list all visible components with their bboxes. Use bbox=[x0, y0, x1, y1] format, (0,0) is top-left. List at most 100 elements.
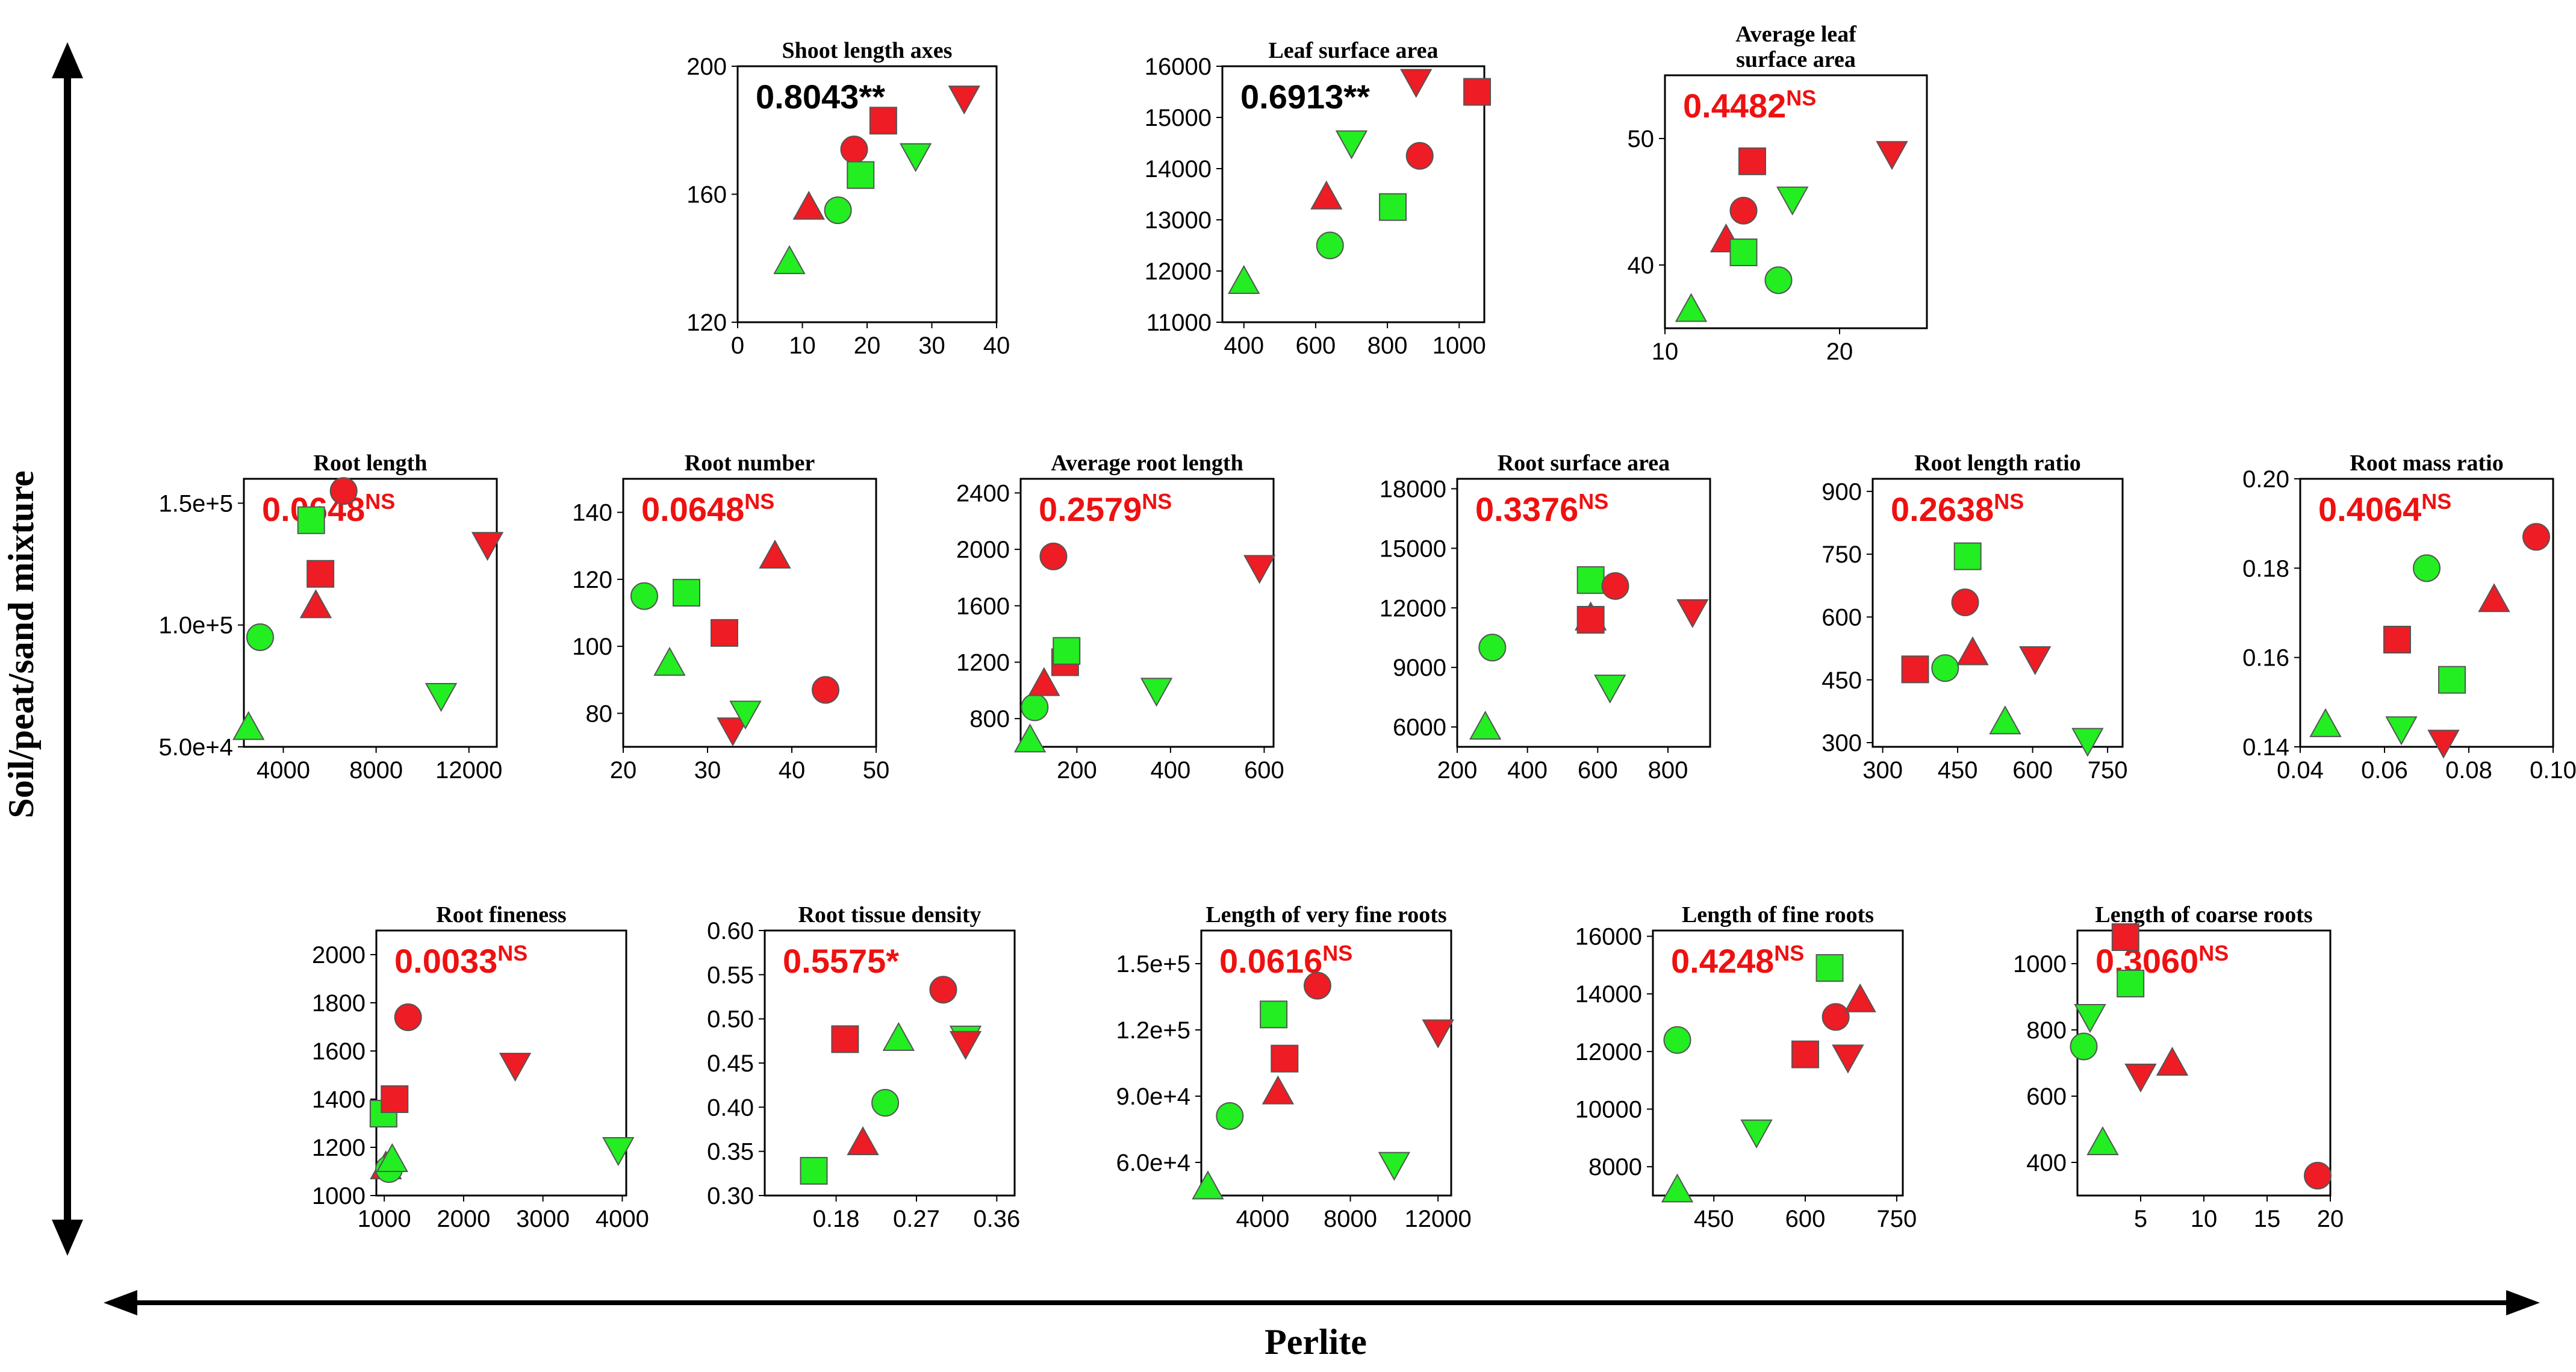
x-tick-label: 30 bbox=[918, 332, 945, 359]
x-tick-label: 200 bbox=[1057, 757, 1097, 784]
green-square-point bbox=[297, 506, 325, 534]
plot-frame bbox=[243, 478, 498, 748]
green-circle-point bbox=[871, 1089, 900, 1117]
y-tick-label: 2400 bbox=[956, 480, 1010, 507]
y-tick-label: 900 bbox=[1822, 479, 1862, 505]
green-triangle-point bbox=[773, 245, 806, 275]
y-tick-label: 0.18 bbox=[2242, 555, 2289, 582]
red-triangle-point bbox=[299, 589, 332, 619]
correlation-coefficient: 0.6913** bbox=[1240, 78, 1370, 116]
y-tick-label: 12000 bbox=[1380, 595, 1446, 622]
green-circle-point bbox=[2413, 554, 2441, 582]
y-tick-label: 1200 bbox=[312, 1135, 366, 1161]
green-down-point bbox=[1378, 1152, 1411, 1181]
y-tick-label: 15000 bbox=[1145, 105, 1212, 131]
x-tick-label: 8000 bbox=[1324, 1206, 1377, 1232]
scatter-panel: Average leaf surface area 0.4482NS 10 20 40 50 bbox=[1628, 22, 1928, 365]
y-tick-label: 200 bbox=[686, 54, 727, 80]
green-down-point bbox=[2074, 1004, 2106, 1034]
green-down-point bbox=[1776, 186, 1809, 216]
correlation-coefficient: 0.0648NS bbox=[262, 489, 395, 528]
red-triangle-point bbox=[1028, 667, 1060, 696]
red-square-point bbox=[2383, 626, 2411, 653]
plot-frame bbox=[1456, 478, 1711, 748]
correlation-coefficient: 0.4248NS bbox=[1671, 941, 1804, 980]
x-tick-label: 40 bbox=[983, 332, 1010, 359]
x-tick-label: 0.36 bbox=[973, 1206, 1020, 1232]
plot-frame bbox=[2299, 478, 2554, 748]
scatter-panel: Length of fine roots 0.4248NS 450 600 750 800… bbox=[1575, 902, 1917, 1232]
y-tick-label: 1600 bbox=[312, 1038, 366, 1065]
y-tick-label: 6000 bbox=[1393, 714, 1446, 741]
red-down-point bbox=[471, 532, 504, 561]
y-tick-label: 2000 bbox=[956, 537, 1010, 563]
y-tick-label: 600 bbox=[1822, 604, 1862, 631]
y-axis-arrow-up-head bbox=[52, 42, 83, 78]
y-tick-label: 1000 bbox=[2013, 951, 2067, 978]
y-tick-label: 1000 bbox=[312, 1183, 366, 1209]
scatter-panel: Root surface area 0.3376NS 200 400 600 800 600… bbox=[1380, 451, 1711, 784]
red-triangle-point bbox=[847, 1126, 879, 1155]
x-tick-label: 1000 bbox=[358, 1206, 411, 1232]
correlation-coefficient: 0.2638NS bbox=[1891, 489, 2024, 528]
scatter-panel: Root fineness 0.0033NS 1000 2000 3000 4000 100… bbox=[312, 902, 649, 1232]
panel-title: Length of very fine roots bbox=[1206, 902, 1446, 928]
red-circle-point bbox=[329, 477, 358, 505]
y-tick-label: 300 bbox=[1822, 730, 1862, 756]
plot-frame bbox=[375, 929, 627, 1197]
green-square-point bbox=[847, 161, 875, 189]
y-tick-label: 2000 bbox=[312, 942, 366, 968]
y-tick-label: 0.16 bbox=[2242, 645, 2289, 672]
scatter-panel: Leaf surface area 0.6913** 400 600 800 1000 11… bbox=[1145, 38, 1492, 359]
y-tick-label: 160 bbox=[686, 182, 727, 208]
y-tick-label: 400 bbox=[2026, 1150, 2067, 1176]
green-square-point bbox=[673, 579, 700, 607]
x-tick-label: 12000 bbox=[1405, 1206, 1472, 1232]
panel-title: Leaf surface area bbox=[1268, 38, 1438, 63]
x-tick-label: 800 bbox=[1367, 332, 1408, 359]
y-tick-label: 0.50 bbox=[707, 1006, 754, 1033]
y-tick-label: 12000 bbox=[1145, 258, 1212, 285]
red-circle-point bbox=[1601, 572, 1629, 600]
panel-title: Root length ratio bbox=[1914, 451, 2081, 476]
green-triangle-point bbox=[1192, 1170, 1224, 1200]
red-triangle-point bbox=[792, 190, 825, 220]
x-tick-label: 30 bbox=[694, 757, 721, 784]
x-tick-label: 4000 bbox=[257, 757, 310, 784]
green-triangle-point bbox=[2086, 1126, 2119, 1155]
plot-frame bbox=[1200, 929, 1452, 1197]
panel-title: Average root length bbox=[1051, 451, 1243, 476]
red-down-point bbox=[717, 717, 749, 747]
green-triangle-point bbox=[1228, 264, 1260, 294]
x-tick-label: 0.06 bbox=[2361, 757, 2408, 784]
green-square-point bbox=[1379, 193, 1407, 221]
panel-title: Length of fine roots bbox=[1682, 902, 1874, 928]
green-triangle-point bbox=[1469, 710, 1502, 740]
green-square-point bbox=[1729, 239, 1758, 266]
x-tick-label: 20 bbox=[610, 757, 637, 784]
x-tick-label: 400 bbox=[1151, 757, 1191, 784]
green-down-point bbox=[1335, 130, 1368, 160]
panel-title: Root fineness bbox=[436, 902, 566, 928]
red-triangle-point bbox=[759, 539, 791, 569]
y-tick-label: 14000 bbox=[1575, 981, 1642, 1008]
x-tick-label: 40 bbox=[779, 757, 806, 784]
red-down-point bbox=[1400, 69, 1433, 98]
x-tick-label: 8000 bbox=[349, 757, 403, 784]
y-tick-label: 0.35 bbox=[707, 1139, 754, 1165]
red-down-point bbox=[2124, 1064, 2157, 1093]
red-square-point bbox=[869, 107, 897, 135]
y-tick-label: 450 bbox=[1822, 667, 1862, 694]
red-down-point bbox=[1876, 141, 1908, 170]
x-tick-label: 0 bbox=[731, 332, 744, 359]
y-tick-label: 8000 bbox=[1588, 1154, 1642, 1180]
y-tick-label: 12000 bbox=[1575, 1039, 1642, 1065]
x-tick-label: 15 bbox=[2254, 1206, 2281, 1232]
panel-title: Root number bbox=[685, 451, 815, 476]
correlation-coefficient: 0.5575* bbox=[783, 942, 899, 980]
x-tick-label: 12000 bbox=[435, 757, 502, 784]
green-down-point bbox=[425, 683, 458, 713]
green-down-point bbox=[602, 1137, 635, 1167]
